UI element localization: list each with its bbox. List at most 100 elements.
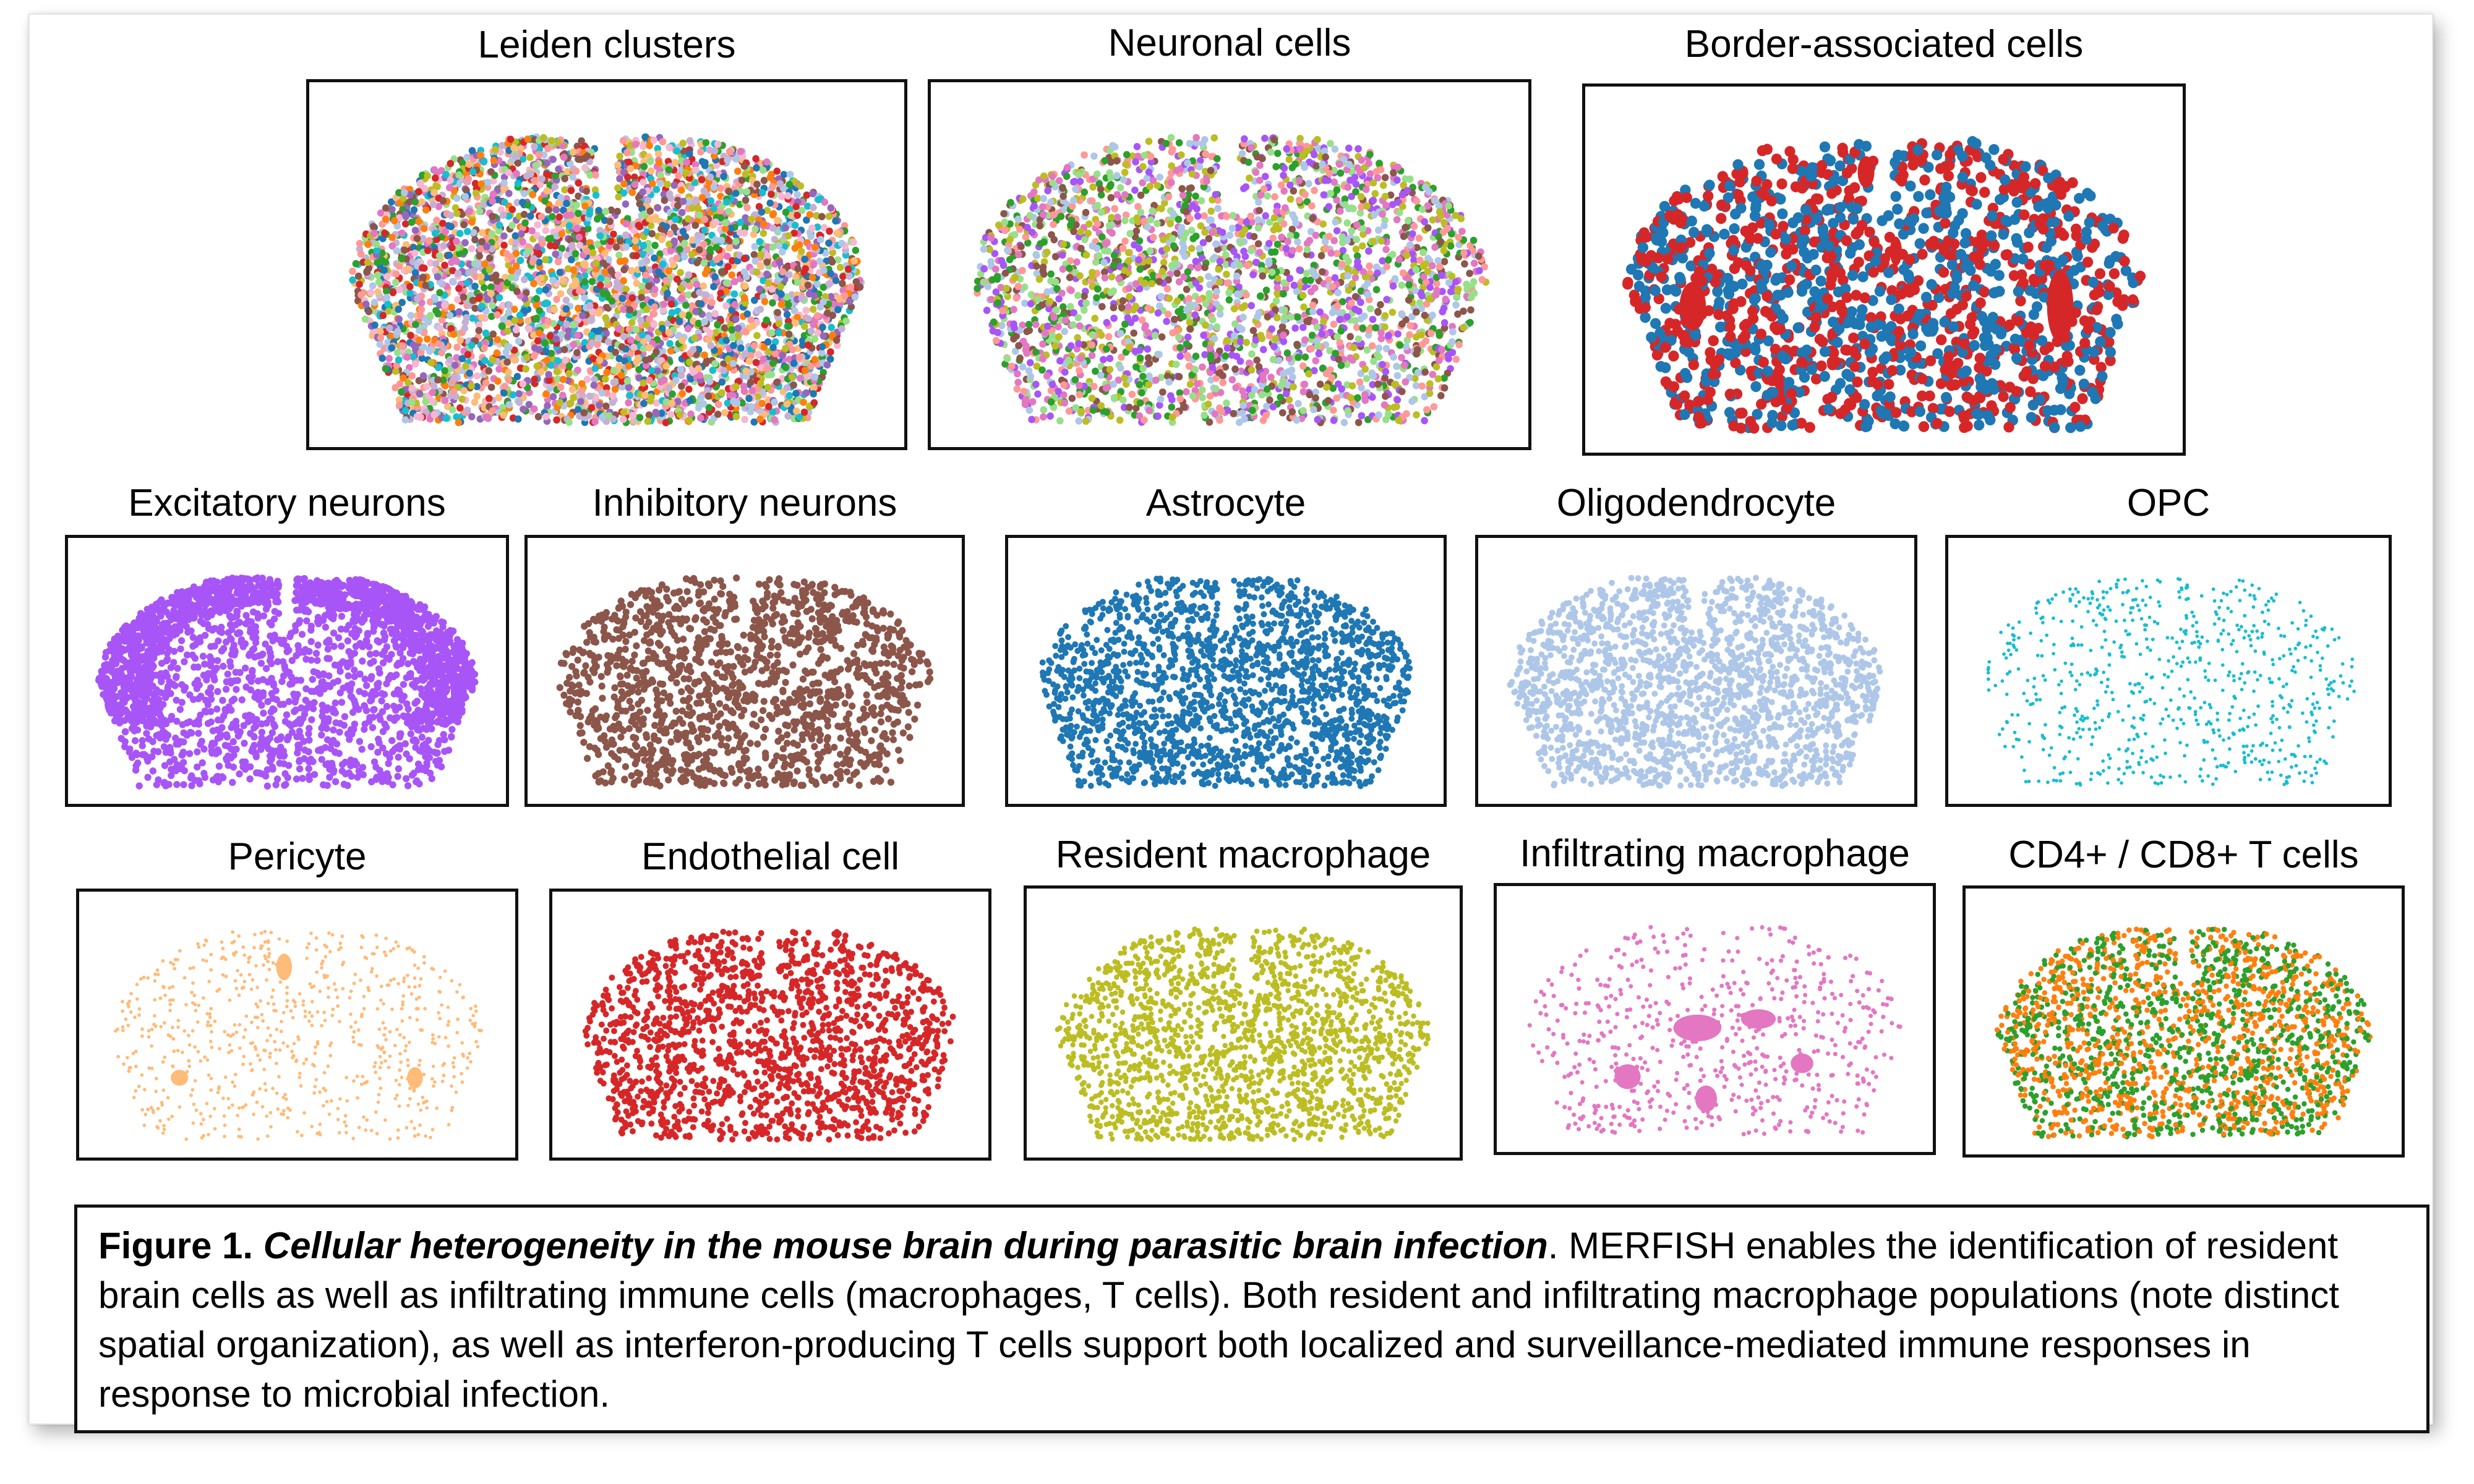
cell-dot xyxy=(728,326,735,334)
cell-dot xyxy=(720,173,727,181)
cell-dot xyxy=(825,239,833,247)
cell-dot xyxy=(991,250,999,258)
cell-dot xyxy=(829,312,836,320)
cell-dot xyxy=(452,361,459,369)
cell-dot xyxy=(700,400,708,408)
cell-dot xyxy=(640,163,648,171)
cell-dot xyxy=(553,368,561,375)
cell-dot xyxy=(647,167,655,175)
cell-dot xyxy=(741,282,749,290)
cell-dot xyxy=(373,246,381,254)
cell-dot xyxy=(790,229,798,237)
cell-dot xyxy=(542,226,550,234)
cell-dot xyxy=(449,267,456,275)
cell-dot xyxy=(388,234,396,241)
cell-dot xyxy=(1137,191,1145,199)
cell-dot xyxy=(588,331,596,339)
cell-dot xyxy=(459,160,466,167)
cell-dot xyxy=(629,411,636,419)
cell-dot xyxy=(632,162,640,170)
cell-dot xyxy=(471,398,479,406)
cell-dot xyxy=(503,250,511,258)
cell-dot xyxy=(1155,351,1163,359)
cell-dot xyxy=(586,302,594,310)
cell-dot xyxy=(606,218,614,225)
cell-dot xyxy=(492,146,499,153)
cell-dot xyxy=(664,181,672,189)
cell-dot xyxy=(493,277,501,285)
cell-dot xyxy=(706,146,713,154)
cell-dot xyxy=(420,224,428,232)
cell-dot xyxy=(500,232,508,240)
cell-dot xyxy=(743,310,751,318)
cell-dot xyxy=(418,354,426,362)
cell-dot xyxy=(481,200,489,208)
cell-dot xyxy=(578,392,586,399)
cell-dot xyxy=(477,302,486,310)
cell-dot xyxy=(622,231,630,239)
cell-dot xyxy=(618,294,627,302)
cell-dot xyxy=(688,250,696,258)
cell-dot xyxy=(574,217,582,224)
cell-dot xyxy=(396,286,403,294)
cell-dot xyxy=(635,374,643,382)
cell-dot xyxy=(1136,412,1144,420)
cell-dot xyxy=(768,329,776,337)
cell-dot xyxy=(620,189,627,197)
cell-dot xyxy=(647,393,655,401)
cell-dot xyxy=(401,220,409,228)
cell-dot xyxy=(665,267,673,275)
cell-dot xyxy=(763,270,771,278)
cell-dot xyxy=(785,392,794,399)
cell-dot xyxy=(464,175,473,183)
cell-dot xyxy=(1382,344,1390,352)
cell-dot xyxy=(448,244,456,252)
cell-dot xyxy=(642,356,649,364)
cell-dot xyxy=(541,197,549,205)
cell-dot xyxy=(672,215,680,223)
cell-dot xyxy=(1081,292,1088,300)
cell-dot xyxy=(669,390,676,398)
cell-dot xyxy=(750,250,758,258)
cell-dot xyxy=(760,177,768,184)
cell-dot xyxy=(800,398,807,406)
cell-dot xyxy=(559,391,567,399)
cell-dot xyxy=(724,252,731,260)
cell-dot xyxy=(618,377,626,385)
cell-dot xyxy=(834,256,842,264)
cell-dot xyxy=(620,180,628,188)
cell-scatter xyxy=(349,133,865,427)
cell-dot xyxy=(463,279,471,287)
cell-dot xyxy=(844,265,852,273)
cell-dot xyxy=(740,294,748,302)
cell-dot xyxy=(1161,199,1168,207)
cell-dot xyxy=(540,151,548,159)
cell-dot xyxy=(581,202,589,210)
cell-dot xyxy=(507,135,515,143)
cell-dot xyxy=(454,270,462,277)
cell-dot xyxy=(448,304,455,311)
cell-dot xyxy=(644,417,652,425)
cell-dot xyxy=(673,147,680,155)
cell-dot xyxy=(751,257,759,265)
cell-dot xyxy=(703,357,711,365)
cell-dot xyxy=(422,281,429,289)
cell-dot xyxy=(612,348,620,356)
cell-dot xyxy=(712,236,719,244)
cell-dot xyxy=(617,372,625,379)
cell-dot xyxy=(792,203,800,211)
cell-dot xyxy=(693,237,701,245)
cell-dot xyxy=(1303,198,1311,206)
cell-dot xyxy=(495,394,503,402)
cell-dot xyxy=(789,346,797,354)
cell-dot xyxy=(687,184,695,192)
cell-dot xyxy=(673,254,680,262)
cell-dot xyxy=(720,360,727,368)
cell-dot xyxy=(674,398,682,406)
cell-dot xyxy=(811,356,819,364)
cell-dot xyxy=(448,258,455,267)
cell-dot xyxy=(1300,303,1308,311)
cell-dot xyxy=(471,236,479,244)
cell-dot xyxy=(740,229,748,237)
cell-dot xyxy=(570,341,578,348)
